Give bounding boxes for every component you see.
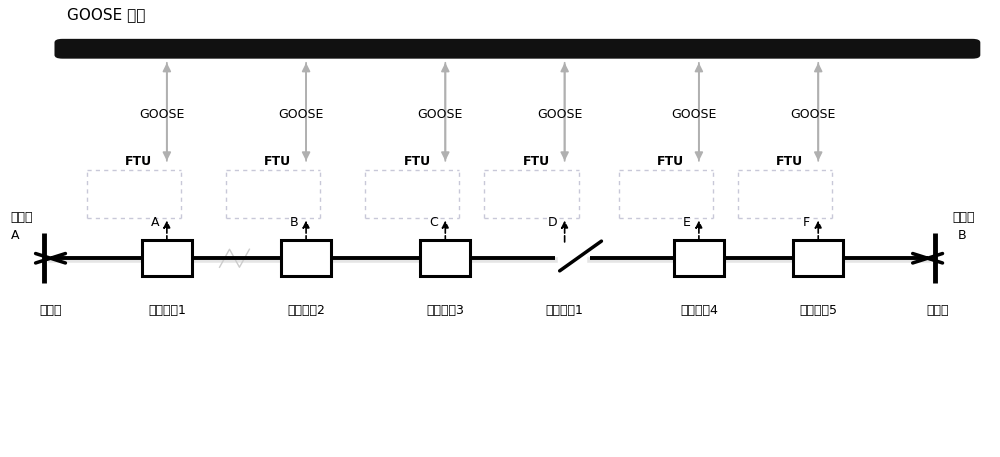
Text: B: B [957,229,966,243]
Text: 联络开关1: 联络开关1 [546,303,584,317]
Text: 变电站: 变电站 [952,212,975,224]
Bar [142,240,192,276]
Text: GOOSE: GOOSE [537,107,582,121]
Text: 分段开关1: 分段开关1 [148,303,186,317]
Bar [793,240,843,276]
Text: GOOSE 网络: GOOSE 网络 [67,7,146,22]
Text: B: B [290,216,298,229]
Text: 分段开关3: 分段开关3 [426,303,464,317]
Text: F: F [803,216,810,229]
Text: 分段开关2: 分段开关2 [287,303,325,317]
Text: A: A [151,216,159,229]
Text: D: D [548,216,558,229]
Bar [281,240,331,276]
Text: E: E [683,216,691,229]
Text: A: A [11,229,19,243]
Text: 变电站: 变电站 [11,212,33,224]
Text: C: C [429,216,438,229]
Text: FTU: FTU [403,155,431,168]
Text: FTU: FTU [776,155,803,168]
Bar [420,240,470,276]
Text: FTU: FTU [523,155,550,168]
Text: GOOSE: GOOSE [139,107,184,121]
Text: FTU: FTU [657,155,684,168]
Text: 分段开关4: 分段开关4 [680,303,718,317]
Text: 断路器: 断路器 [39,303,62,317]
FancyBboxPatch shape [54,39,980,58]
Text: GOOSE: GOOSE [417,107,463,121]
Text: 分段开关5: 分段开关5 [799,303,837,317]
Text: 断路器: 断路器 [926,303,949,317]
Text: GOOSE: GOOSE [790,107,836,121]
Text: GOOSE: GOOSE [671,107,716,121]
Text: FTU: FTU [264,155,291,168]
Bar [674,240,724,276]
Text: FTU: FTU [125,155,152,168]
Text: GOOSE: GOOSE [278,107,324,121]
